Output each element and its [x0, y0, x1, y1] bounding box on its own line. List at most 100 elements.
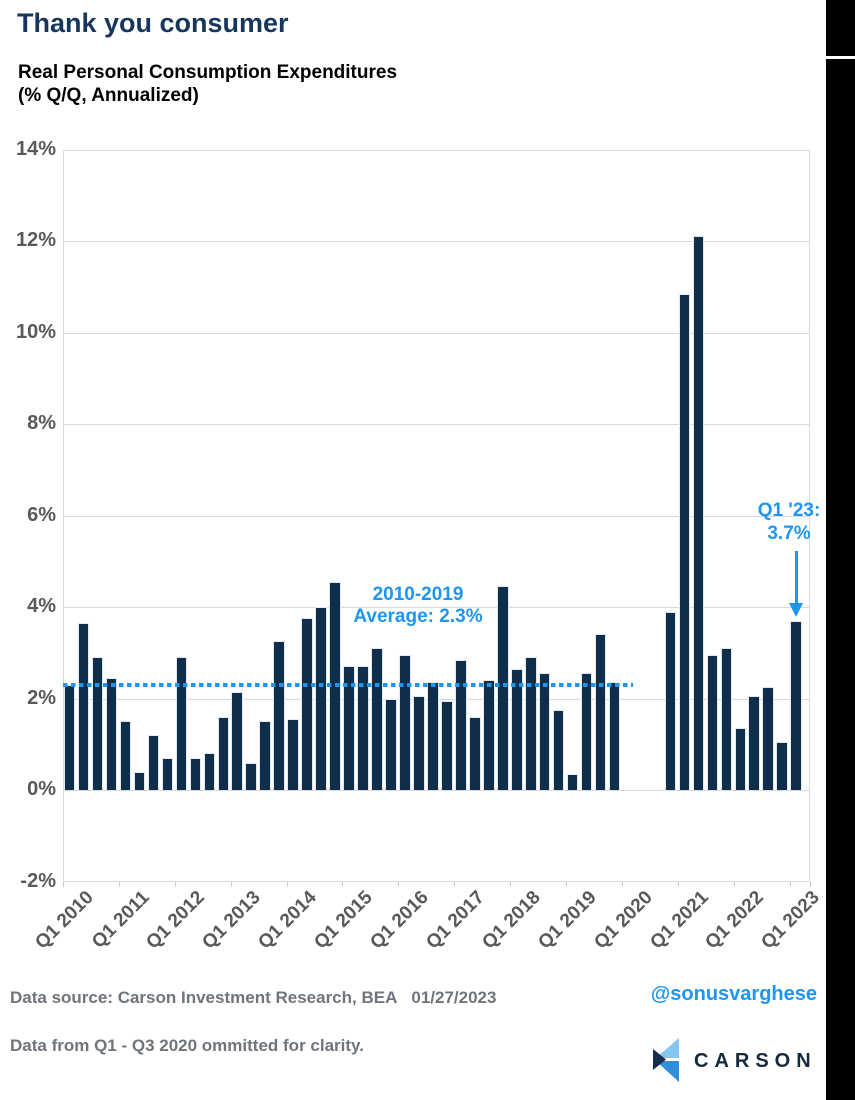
x-tickmark — [677, 881, 679, 887]
bar-q4-2010 — [105, 677, 118, 790]
bar-q3-2018 — [538, 673, 551, 790]
callout-arrow — [795, 551, 798, 604]
x-axis-label: Q1 2012 — [142, 887, 210, 954]
bar-q4-2013 — [273, 641, 285, 790]
bar-q3-2017 — [482, 680, 495, 790]
x-tickmark — [810, 881, 811, 887]
bar-q3-2021 — [706, 655, 719, 790]
carson-logo: CARSON — [653, 1038, 823, 1082]
bar-q1-2013 — [231, 691, 244, 790]
y-axis-label: 14% — [15, 137, 56, 160]
bar-q3-2019 — [594, 634, 607, 790]
x-axis-label: Q1 2019 — [534, 887, 601, 954]
x-tickmark — [174, 881, 176, 887]
x-axis-label: Q1 2013 — [198, 887, 266, 954]
bar-q2-2011 — [133, 771, 146, 790]
bar-q1-2014 — [287, 719, 299, 790]
y-axis-label: 10% — [15, 320, 56, 343]
y-axis-label: 12% — [15, 229, 56, 251]
footer-source-label: Data source: Carson Investment Research,… — [10, 988, 398, 1007]
footer-source-date: 01/27/2023 — [411, 988, 497, 1007]
bar-q4-2012 — [217, 716, 230, 790]
bar-q1-2018 — [510, 668, 523, 790]
y-axis-label: 8% — [27, 412, 56, 434]
bar-q4-2017 — [496, 586, 509, 790]
bar-q3-2014 — [315, 607, 327, 790]
bar-q2-2021 — [692, 236, 705, 790]
bar-q4-2019 — [608, 682, 621, 790]
x-axis-label: Q1 2021 — [645, 887, 713, 954]
bar-q2-2013 — [245, 762, 258, 790]
x-axis-label: Q1 2015 — [310, 887, 377, 954]
gridline-4 — [63, 607, 810, 608]
x-tickmark — [454, 881, 456, 887]
carson-logo-icon — [653, 1038, 679, 1082]
bar-q4-2020 — [664, 611, 677, 790]
callout-line2: 3.7% — [767, 523, 811, 544]
x-tickmark — [398, 881, 400, 887]
gridline-10 — [63, 332, 810, 334]
x-axis-label: Q1 2010 — [31, 887, 98, 954]
bar-q1-2021 — [678, 293, 691, 790]
right-black-strip-notch — [826, 56, 855, 59]
bar-q3-2011 — [147, 735, 160, 790]
chart-subtitle-line2: (% Q/Q, Annualized) — [18, 85, 199, 106]
x-tickmark — [566, 881, 568, 887]
bar-q4-2016 — [441, 700, 453, 790]
bar-q2-2012 — [189, 757, 202, 790]
bar-q2-2015 — [357, 666, 369, 790]
x-tickmark — [230, 881, 232, 887]
bar-q2-2014 — [301, 618, 313, 790]
footer-note: Data from Q1 - Q3 2020 ommitted for clar… — [10, 1036, 364, 1055]
bar-q3-2012 — [203, 753, 216, 790]
average-label-line1: 2010-2019 — [372, 584, 464, 605]
callout-line1: Q1 '23: — [757, 500, 821, 521]
bar-q4-2021 — [720, 648, 733, 790]
bar-q2-2022 — [748, 696, 761, 790]
x-tickmark — [621, 881, 623, 887]
bar-q2-2016 — [413, 696, 425, 790]
bar-q3-2013 — [259, 721, 272, 790]
y-axis-label: -2% — [20, 869, 56, 892]
gridline-8 — [63, 424, 810, 425]
x-tickmark — [789, 881, 791, 887]
y-axis-label: 2% — [27, 686, 56, 709]
bar-q1-2019 — [566, 773, 579, 790]
bar-q3-2010 — [91, 657, 104, 790]
bar-q1-2015 — [343, 666, 355, 790]
average-label-line2: Average: 2.3% — [353, 606, 483, 627]
page-title: Thank you consumer — [17, 8, 289, 38]
bar-q2-2019 — [580, 673, 593, 790]
bar-q1-2022 — [734, 728, 747, 790]
bar-q4-2011 — [161, 757, 174, 790]
bar-q3-2022 — [762, 687, 775, 790]
bar-q1-2011 — [119, 721, 132, 790]
chart-subtitle-line1: Real Personal Consumption Expenditures — [18, 62, 398, 83]
gridline-6 — [63, 515, 810, 517]
gridline-0 — [63, 790, 810, 791]
bar-q3-2016 — [427, 682, 439, 790]
x-axis-label: Q1 2022 — [701, 887, 769, 954]
y-axis-label: 4% — [27, 595, 56, 617]
twitter-handle: @sonusvarghese — [650, 983, 817, 1005]
x-axis-label: Q1 2020 — [589, 887, 657, 954]
bar-q1-2017 — [455, 659, 467, 790]
x-tickmark — [510, 881, 512, 887]
bar-q1-2016 — [399, 655, 411, 790]
x-tickmark — [286, 881, 288, 887]
y-axis-label: 0% — [27, 778, 56, 800]
x-axis-label: Q1 2018 — [478, 887, 545, 954]
x-tickmark — [118, 881, 120, 887]
gridline-12 — [63, 241, 810, 242]
bar-q1-2012 — [175, 657, 188, 790]
callout-arrow-head-icon — [789, 603, 803, 617]
x-tickmark — [342, 881, 344, 887]
bar-q1-2023 — [790, 620, 802, 790]
bar-q4-2015 — [385, 698, 397, 790]
right-black-strip — [826, 0, 855, 1100]
x-axis-label: Q1 2023 — [757, 887, 825, 954]
bar-q4-2022 — [776, 741, 789, 790]
x-axis-label: Q1 2011 — [87, 887, 154, 953]
